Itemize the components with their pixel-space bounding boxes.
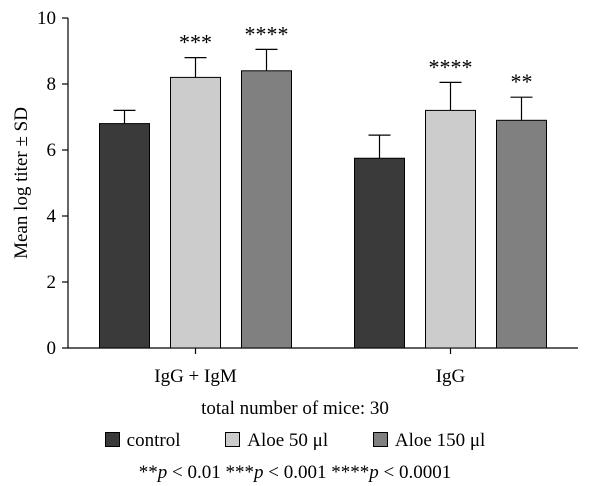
- bar: [496, 119, 547, 349]
- legend-item-control: control: [104, 430, 181, 452]
- legend: control Aloe 50 μl Aloe 150 μl: [0, 430, 590, 452]
- footnote-text: < 0.0001: [378, 462, 452, 483]
- p-symbol: p: [157, 462, 168, 483]
- x-tick-label: IgG + IgM: [154, 366, 237, 387]
- footnote-text: < 0.01 ***: [167, 462, 255, 483]
- y-tick-label: 2: [47, 272, 57, 293]
- y-tick-label: 8: [47, 74, 57, 95]
- legend-swatch-control: [104, 432, 120, 447]
- y-axis-label: Mean log titer ± SD: [11, 107, 32, 259]
- footnote-text: **: [138, 462, 158, 483]
- p-symbol: p: [254, 462, 264, 483]
- p-symbol: p: [369, 462, 379, 483]
- bar: [241, 70, 292, 349]
- significance-footnote: **p < 0.01 ***p < 0.001 ****p < 0.0001: [0, 462, 590, 484]
- y-tick-label: 4: [47, 206, 57, 227]
- axes: [62, 17, 578, 354]
- y-tick-label: 6: [47, 140, 57, 161]
- chart-subtitle: total number of mice: 30: [201, 398, 389, 419]
- significance-label: **: [511, 69, 533, 94]
- legend-item-aloe-50: Aloe 50 μl: [225, 430, 328, 452]
- bar: [99, 123, 150, 349]
- legend-label-aloe-150: Aloe 150 μl: [394, 430, 486, 451]
- legend-item-aloe-150: Aloe 150 μl: [372, 430, 486, 452]
- bar: [170, 76, 221, 349]
- significance-label: ***: [179, 30, 212, 55]
- y-tick-label: 10: [37, 8, 56, 29]
- significance-label: ****: [245, 21, 289, 46]
- legend-swatch-aloe-150: [372, 432, 388, 447]
- legend-label-aloe-50: Aloe 50 μl: [247, 430, 329, 451]
- footnote-text: < 0.001 ****: [263, 462, 370, 483]
- legend-swatch-aloe-50: [225, 432, 241, 447]
- bar: [354, 157, 405, 349]
- y-tick-label: 0: [47, 338, 57, 359]
- legend-label-control: control: [126, 430, 181, 451]
- bars: [99, 48, 547, 349]
- significance-label: ****: [429, 54, 473, 79]
- bar: [425, 109, 476, 349]
- x-tick-label: IgG: [436, 366, 466, 387]
